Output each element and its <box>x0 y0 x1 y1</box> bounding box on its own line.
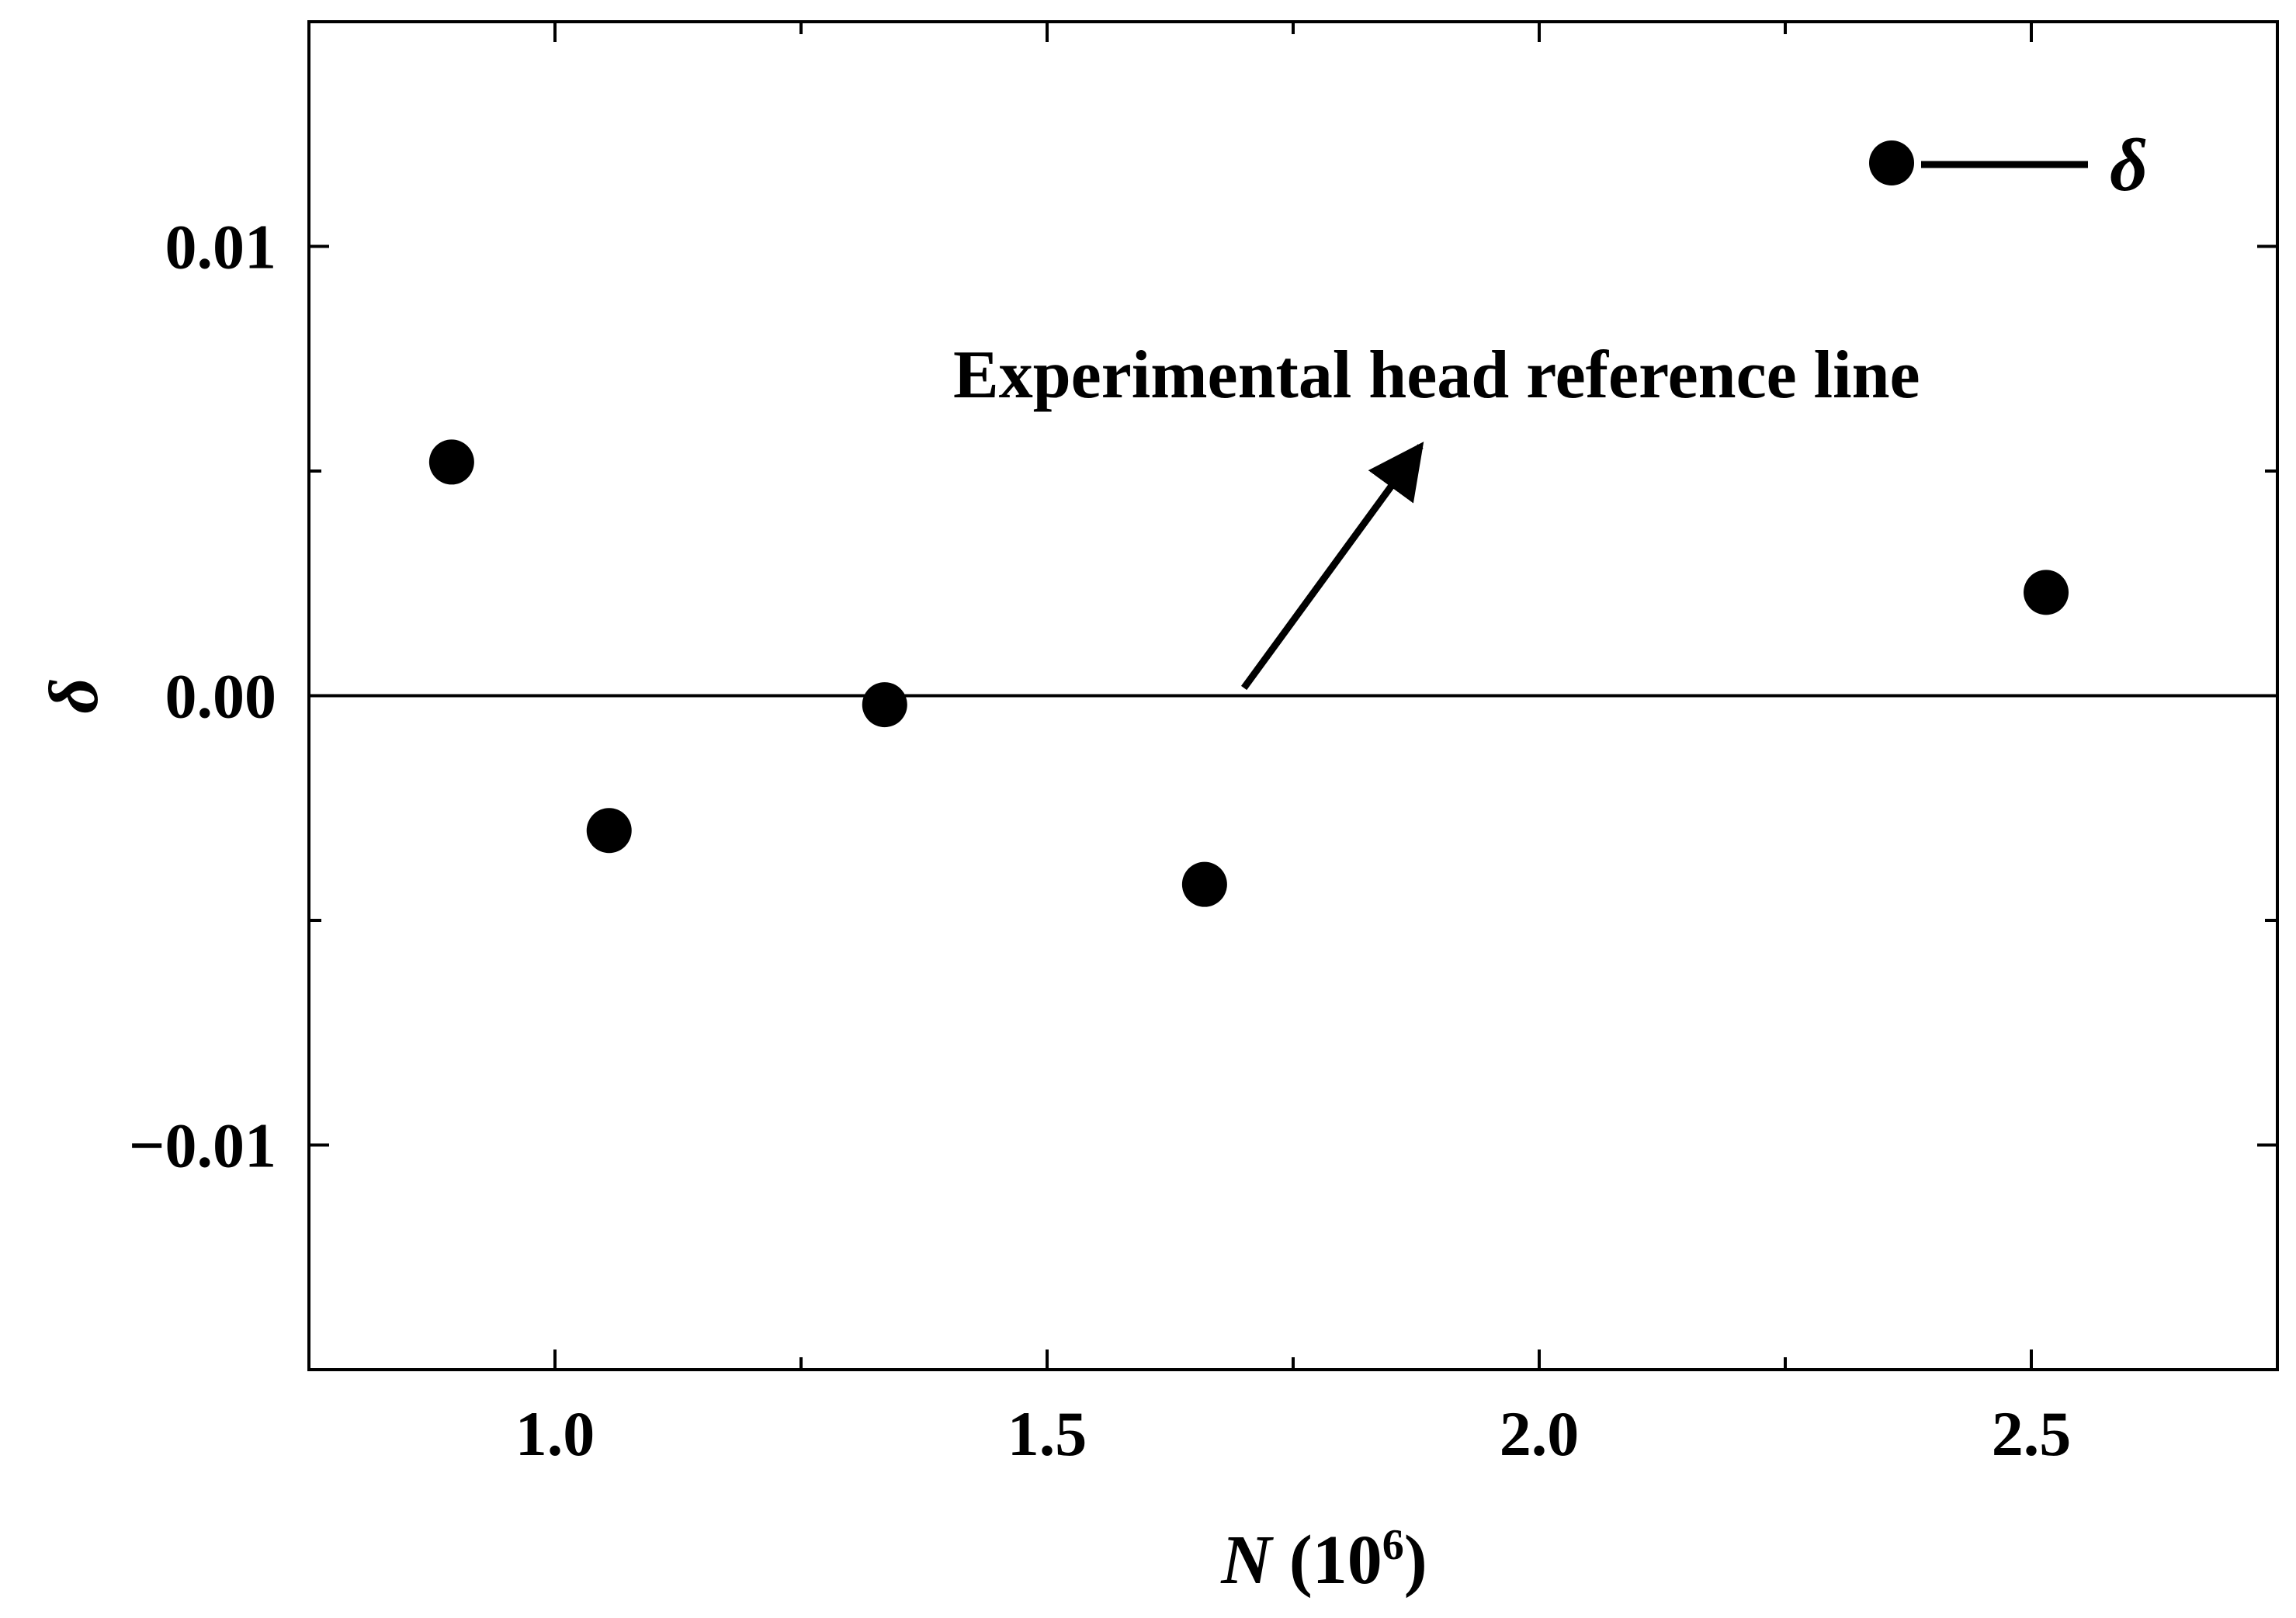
x-axis-exponent: 6 <box>1382 1521 1404 1569</box>
legend-marker <box>1869 140 1914 185</box>
data-point <box>428 439 474 485</box>
x-axis-var: N <box>1220 1522 1274 1599</box>
x-tick-label: 1.0 <box>515 1398 595 1469</box>
annotation-arrow <box>1240 442 1424 691</box>
y-axis-title: δ <box>36 677 113 713</box>
legend-label: δ <box>2110 123 2148 206</box>
tick-labels: 1.0 1.5 2.0 2.5 −0.01 0.00 0.01 <box>129 212 2071 1470</box>
data-point <box>586 808 632 854</box>
x-tick-label: 2.0 <box>1500 1398 1580 1469</box>
y-tick-label: −0.01 <box>129 1110 276 1181</box>
x-axis-unit: (10 <box>1271 1522 1382 1599</box>
data-point <box>862 682 907 728</box>
y-tick-label: 0.00 <box>165 661 277 732</box>
legend: δ <box>1869 123 2148 206</box>
y-tick-label: 0.01 <box>165 212 277 282</box>
x-axis-title: N (106) <box>1220 1521 1427 1599</box>
x-tick-label: 1.5 <box>1008 1398 1087 1469</box>
data-point <box>1181 861 1227 907</box>
data-point <box>2024 570 2069 615</box>
x-axis-close: ) <box>1404 1522 1427 1599</box>
data-points <box>428 439 2069 907</box>
annotation-text: Experimental head reference line <box>953 338 1920 413</box>
x-tick-label: 2.5 <box>1992 1398 2072 1469</box>
